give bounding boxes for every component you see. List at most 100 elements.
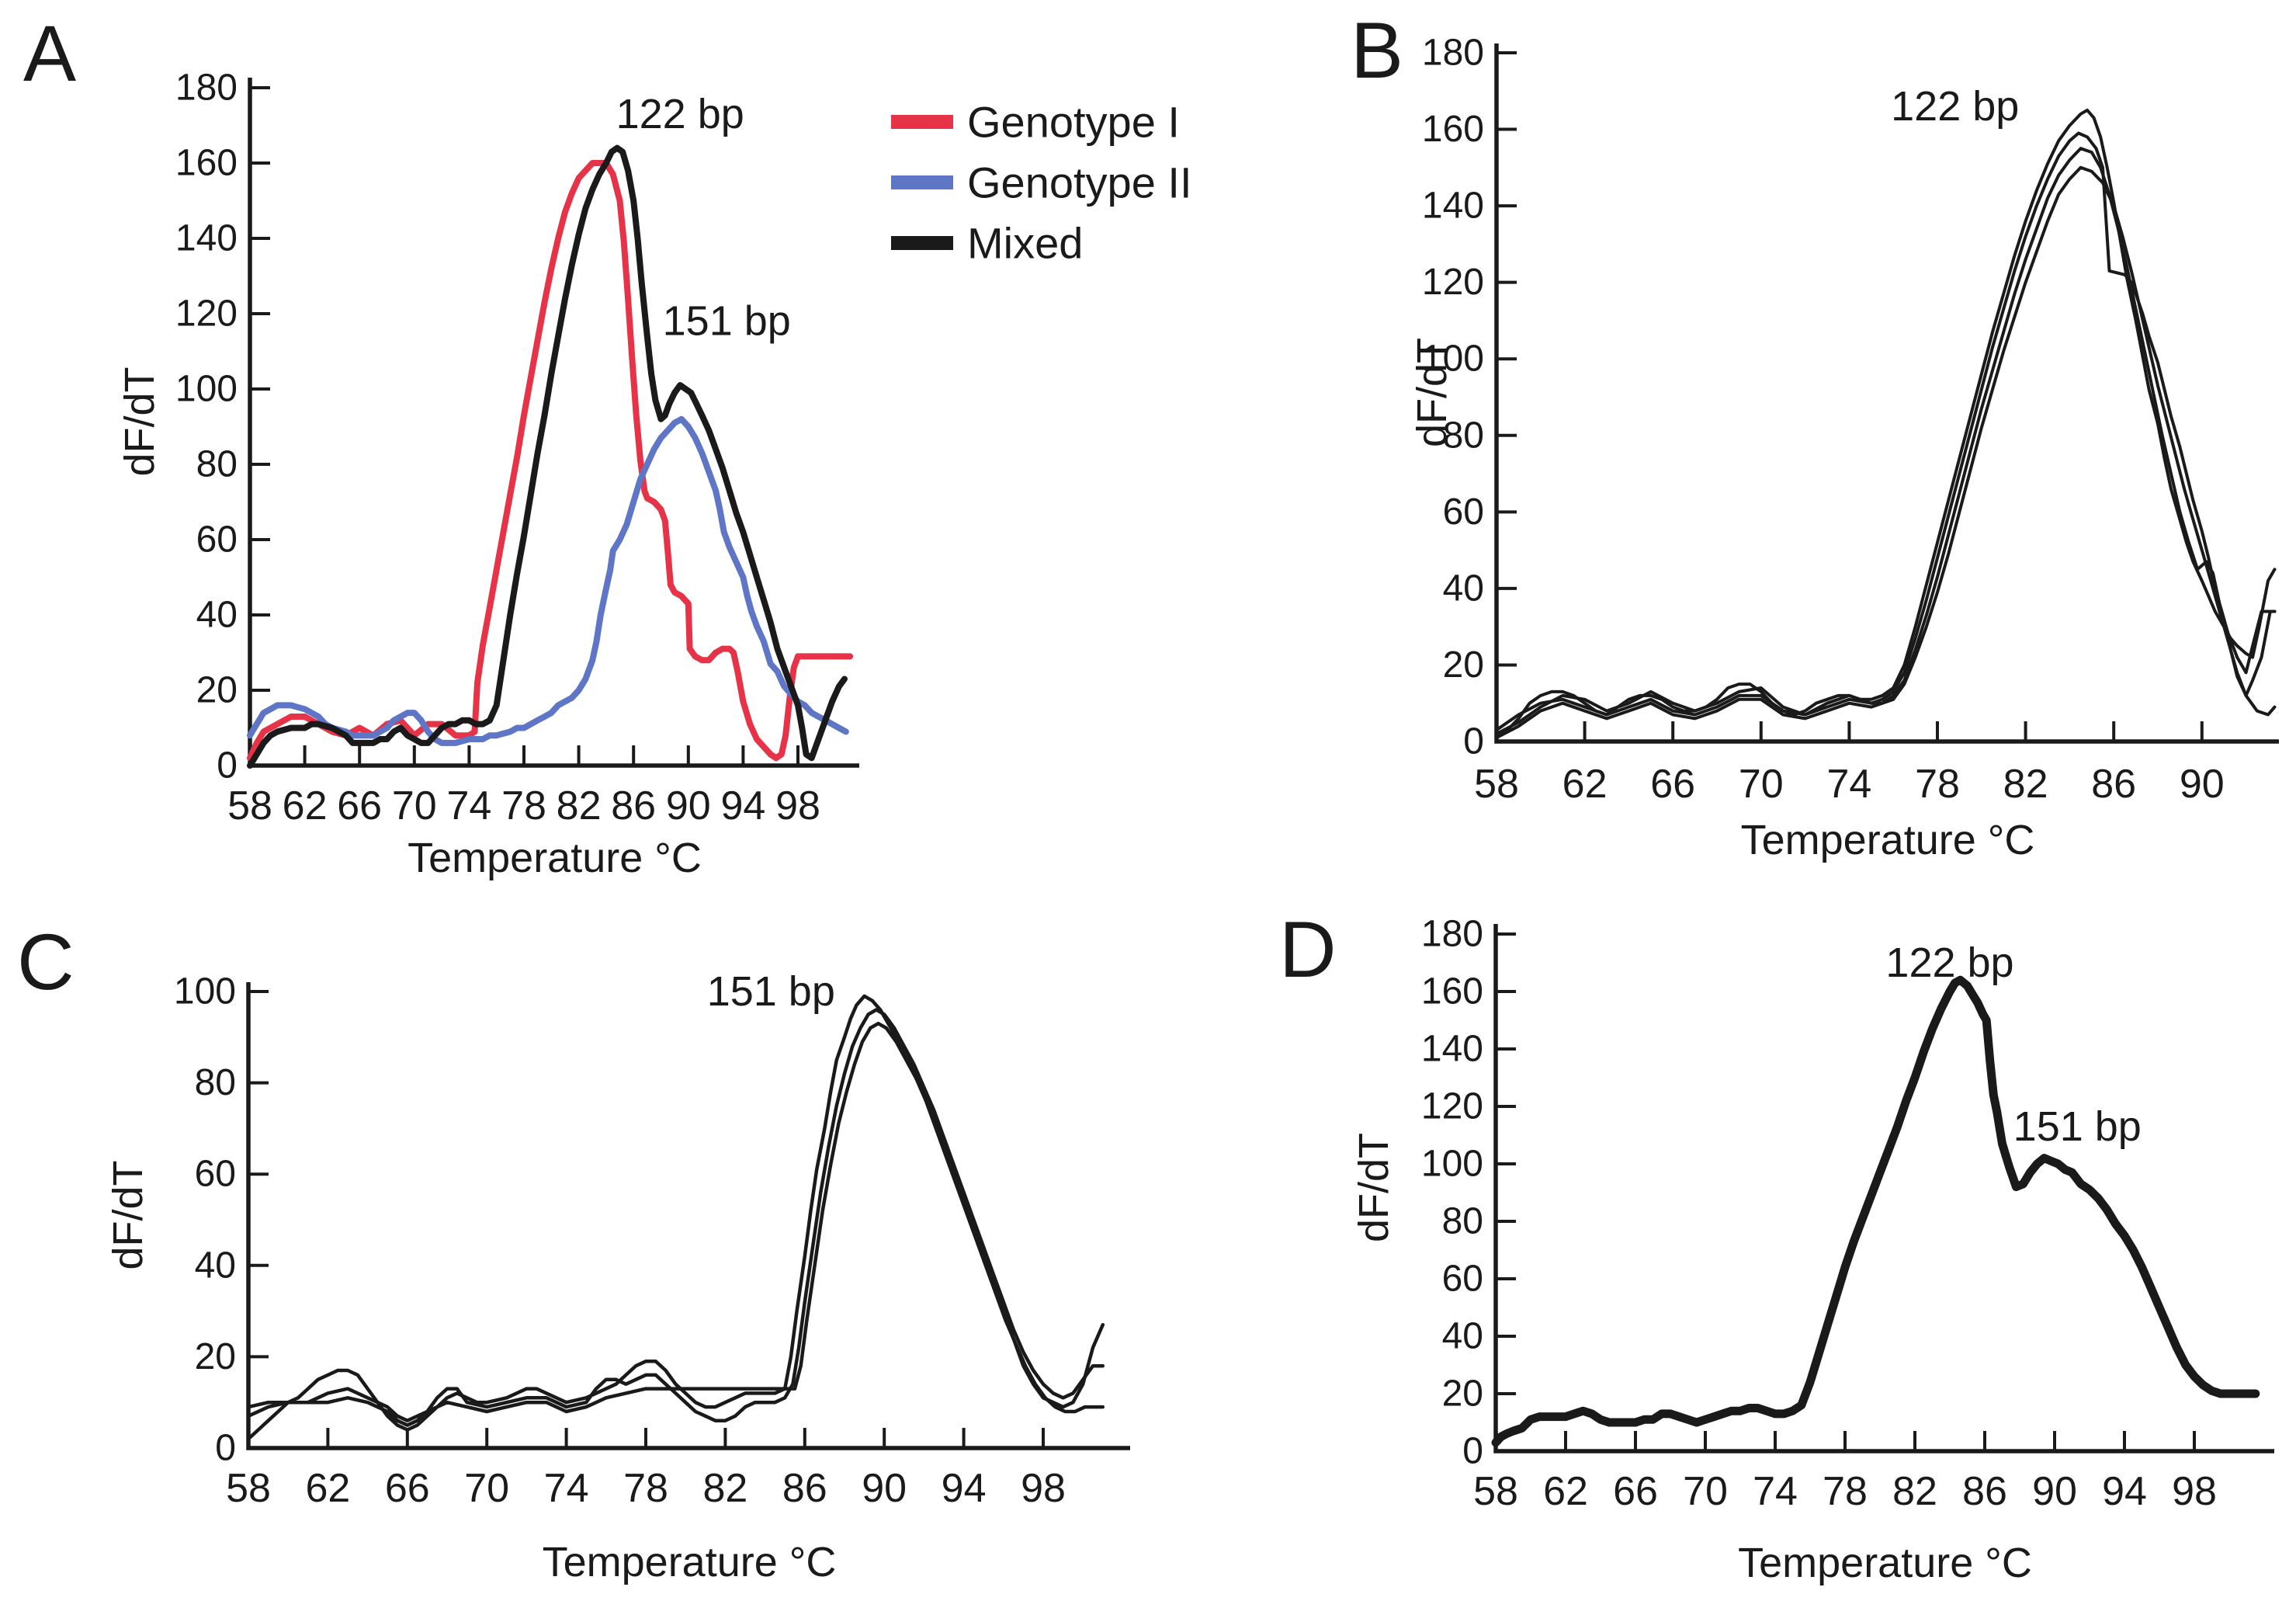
series-d-0	[1491, 975, 2260, 1447]
x-tick-label: 58	[1473, 1469, 1518, 1514]
y-axis-title: dF/dT	[116, 366, 163, 476]
y-tick-label: 20	[1443, 644, 1484, 686]
legend-label: Genotype II	[967, 158, 1192, 207]
x-tick-label: 82	[2003, 762, 2048, 807]
legend: Genotype I Genotype II Mixed	[891, 98, 1192, 268]
series-c-2	[246, 1021, 1105, 1427]
panel-c: 0 20 40 60 80 100 58 62 66 70 74 78 82 86 90 94 98 Temper…	[0, 901, 1273, 1601]
x-tick-label: 78	[501, 783, 546, 828]
y-tick-label: 100	[175, 369, 238, 410]
x-tick-label: 70	[464, 1466, 509, 1511]
y-tick-label: 160	[1422, 109, 1484, 150]
y-tick-label: 40	[196, 595, 238, 636]
y-tick-label: 40	[1443, 568, 1484, 609]
x-tick-label: 74	[544, 1466, 589, 1511]
y-tick-label: 60	[196, 519, 238, 561]
peak-label: 122 bp	[1885, 939, 2013, 986]
x-tick-label: 82	[1892, 1469, 1937, 1514]
series-a-0	[247, 160, 854, 762]
y-axis-title: dF/dT	[1409, 338, 1455, 447]
x-tick-label: 78	[1915, 762, 1960, 807]
y-tick-label: 20	[1442, 1374, 1483, 1415]
x-tick-label: 70	[392, 783, 437, 828]
peak-label: 122 bp	[616, 91, 744, 137]
panel-a-svg: 0 20 40 60 80 100 120 140 160 180 58 62 66 70 74 78 82 86…	[116, 68, 1192, 882]
x-tick-label: 78	[623, 1466, 668, 1511]
x-tick-label: 74	[1753, 1469, 1798, 1514]
x-tick-label: 94	[942, 1466, 987, 1511]
axis	[1494, 43, 2279, 744]
y-tick-label: 20	[195, 1336, 236, 1377]
x-tick-label: 98	[1021, 1466, 1066, 1511]
y-axis-title: dF/dT	[105, 1160, 151, 1269]
legend-label: Mixed	[967, 219, 1083, 268]
panel-b: 0 20 40 60 80 100 120 140 160 180 58 62 66 70 74 78 82 86…	[1273, 0, 2296, 901]
x-tick-label: 86	[2091, 762, 2136, 807]
panel-d-svg: 0 20 40 60 80 100 120 140 160 180 58 62 66 70 74 78 82 86…	[1351, 914, 2274, 1586]
peak-label: 151 bp	[2013, 1103, 2142, 1150]
x-tick-label: 66	[385, 1466, 430, 1511]
x-tick-label: 70	[1739, 762, 1784, 807]
axis	[1493, 924, 2274, 1453]
y-tick-label: 20	[196, 670, 238, 711]
x-tick-label: 70	[1683, 1469, 1728, 1514]
y-tick-label: 80	[1442, 1201, 1483, 1242]
y-tick-label: 180	[1422, 33, 1484, 74]
panel-a: 0 20 40 60 80 100 120 140 160 180 58 62 66 70 74 78 82 86…	[0, 0, 1273, 901]
y-tick-label: 120	[1421, 1086, 1483, 1127]
x-tick-label: 74	[446, 783, 491, 828]
panel-c-svg: 0 20 40 60 80 100 58 62 66 70 74 78 82 86 90 94 98 Temper…	[105, 968, 1130, 1585]
x-tick-label: 90	[2032, 1469, 2077, 1514]
x-tick-label: 58	[227, 783, 272, 828]
x-tick-label: 78	[1823, 1469, 1868, 1514]
y-tick-label: 180	[175, 68, 238, 109]
panel-d-chart: 0 20 40 60 80 100 120 140 160 180 58 62 66 70 74 78 82 86…	[1273, 901, 2296, 1601]
peak-label: 151 bp	[663, 298, 791, 345]
x-tick-label: 62	[1543, 1469, 1588, 1514]
panel-d-letter: D	[1279, 905, 1337, 994]
y-tick-label: 40	[1442, 1316, 1483, 1357]
x-tick-label: 90	[2180, 762, 2225, 807]
x-tick-label: 58	[1474, 762, 1519, 807]
x-tick-label: 62	[305, 1466, 350, 1511]
panel-c-letter: C	[17, 918, 75, 1006]
y-tick-label: 80	[1443, 415, 1484, 456]
y-axis-title: dF/dT	[1351, 1133, 1397, 1242]
y-tick-label: 0	[217, 745, 238, 787]
y-tick-label: 60	[195, 1154, 236, 1195]
x-axis-title: Temperature °C	[1738, 1540, 2032, 1586]
series-a-1	[247, 415, 849, 746]
panel-a-chart: 0 20 40 60 80 100 120 140 160 180 58 62 66 70 74 78 82 86…	[0, 0, 1273, 901]
y-tick-label: 120	[1422, 262, 1484, 303]
y-tick-label: 100	[1421, 1144, 1483, 1185]
x-axis-title: Temperature °C	[408, 835, 702, 881]
y-tick-label: 180	[1421, 914, 1483, 955]
x-tick-label: 58	[226, 1466, 271, 1511]
x-tick-label: 98	[775, 783, 820, 828]
series-b-3	[1495, 165, 2277, 740]
series-b-2	[1495, 147, 2277, 732]
panel-b-svg: 0 20 40 60 80 100 120 140 160 180 58 62 66 70 74 78 82 86…	[1409, 33, 2279, 863]
y-tick-label: 140	[175, 218, 238, 259]
y-tick-label: 60	[1442, 1259, 1483, 1300]
x-tick-label: 82	[702, 1466, 747, 1511]
x-tick-label: 86	[1962, 1469, 2007, 1514]
x-tick-label: 74	[1826, 762, 1871, 807]
x-tick-label: 90	[862, 1466, 907, 1511]
y-tick-label: 80	[196, 444, 238, 485]
series-b-1	[1495, 131, 2277, 736]
y-tick-label: 40	[195, 1245, 236, 1286]
y-tick-label: 100	[174, 971, 236, 1012]
x-tick-label: 90	[666, 783, 711, 828]
x-axis-title: Temperature °C	[1741, 817, 2035, 863]
y-tick-label: 0	[215, 1428, 236, 1469]
panel-b-letter: B	[1351, 6, 1404, 95]
y-tick-label: 0	[1462, 1431, 1483, 1472]
x-tick-label: 62	[1562, 762, 1608, 807]
panel-a-letter: A	[23, 9, 77, 98]
legend-label: Genotype I	[967, 98, 1180, 147]
y-tick-label: 120	[175, 293, 238, 335]
x-tick-label: 94	[2102, 1469, 2147, 1514]
y-tick-label: 140	[1421, 1029, 1483, 1070]
